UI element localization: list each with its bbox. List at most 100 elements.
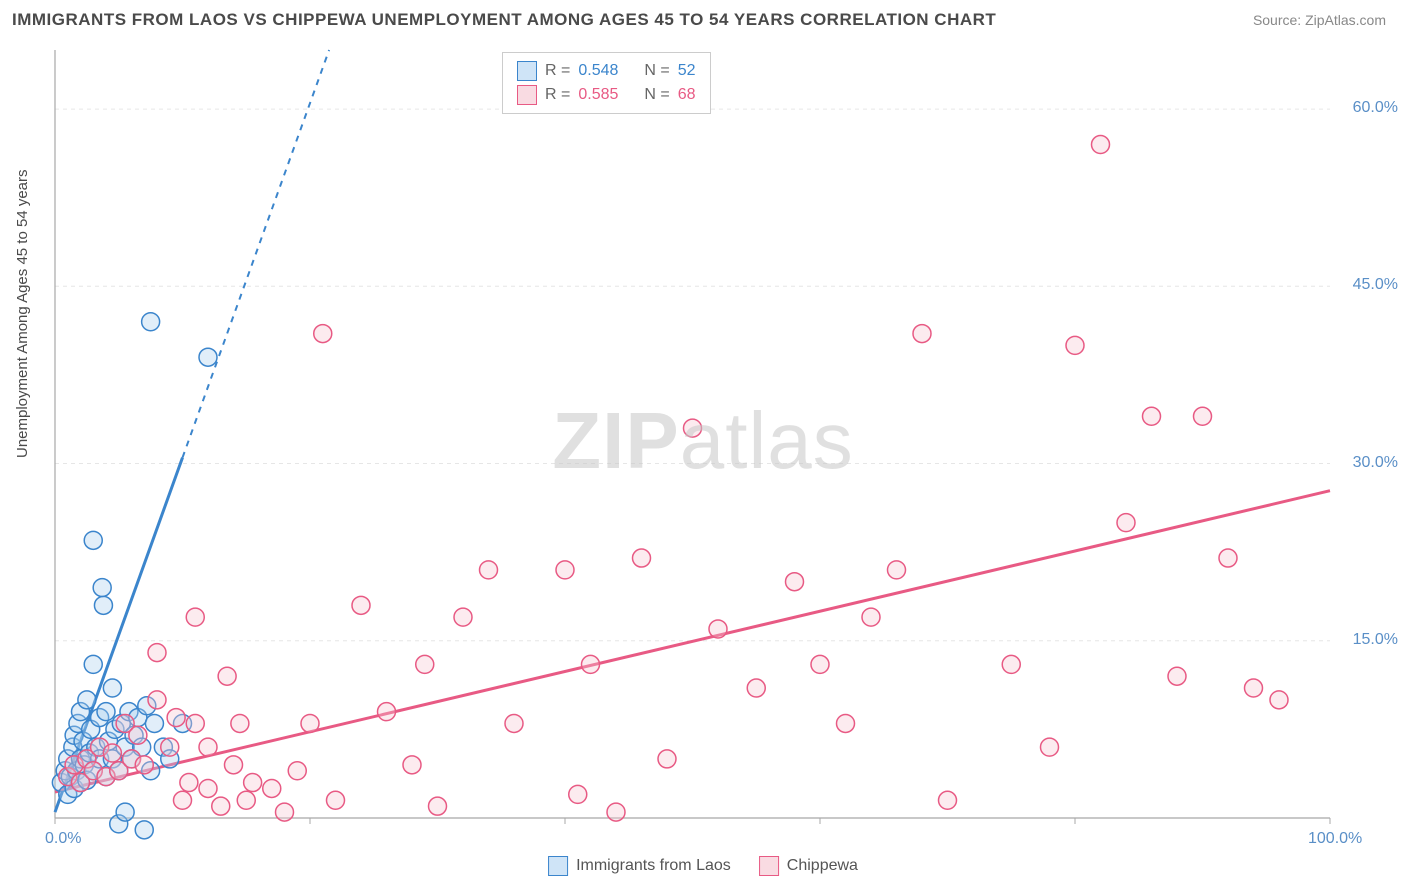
- r-value-blue: 0.548: [578, 62, 618, 80]
- data-point: [1194, 407, 1212, 425]
- swatch-pink-icon: [517, 85, 537, 105]
- data-point: [180, 774, 198, 792]
- data-point: [1270, 691, 1288, 709]
- data-point: [129, 726, 147, 744]
- data-point: [1168, 667, 1186, 685]
- data-point: [837, 714, 855, 732]
- series-legend: Immigrants from Laos Chippewa: [548, 856, 858, 876]
- n-value-blue: 52: [678, 62, 696, 80]
- data-point: [454, 608, 472, 626]
- data-point: [167, 709, 185, 727]
- data-point: [186, 608, 204, 626]
- data-point: [199, 348, 217, 366]
- data-point: [939, 791, 957, 809]
- data-point: [607, 803, 625, 821]
- data-point: [862, 608, 880, 626]
- n-label: N =: [644, 86, 669, 104]
- data-point: [1219, 549, 1237, 567]
- swatch-blue-icon: [548, 856, 568, 876]
- data-point: [811, 655, 829, 673]
- data-point: [505, 714, 523, 732]
- data-point: [199, 738, 217, 756]
- r-label: R =: [545, 86, 570, 104]
- stats-legend-row-blue: R = 0.548 N = 52: [517, 59, 696, 83]
- data-point: [747, 679, 765, 697]
- data-point: [378, 703, 396, 721]
- r-label: R =: [545, 62, 570, 80]
- legend-item-chippewa: Chippewa: [759, 856, 858, 876]
- data-point: [569, 785, 587, 803]
- data-point: [276, 803, 294, 821]
- swatch-pink-icon: [759, 856, 779, 876]
- y-tick-label: 45.0%: [1338, 276, 1398, 294]
- source-attribution: Source: ZipAtlas.com: [1253, 12, 1386, 28]
- scatter-chart: [0, 38, 1406, 878]
- data-point: [403, 756, 421, 774]
- data-point: [352, 596, 370, 614]
- stats-legend: R = 0.548 N = 52 R = 0.585 N = 68: [502, 52, 711, 114]
- data-point: [84, 655, 102, 673]
- data-point: [135, 756, 153, 774]
- data-point: [263, 779, 281, 797]
- data-point: [148, 644, 166, 662]
- data-point: [186, 714, 204, 732]
- stats-legend-row-pink: R = 0.585 N = 68: [517, 83, 696, 107]
- data-point: [142, 313, 160, 331]
- x-axis-start-label: 0.0%: [45, 830, 81, 848]
- data-point: [212, 797, 230, 815]
- data-point: [103, 679, 121, 697]
- data-point: [78, 691, 96, 709]
- data-point: [161, 738, 179, 756]
- data-point: [709, 620, 727, 638]
- data-point: [1066, 336, 1084, 354]
- data-point: [103, 744, 121, 762]
- y-tick-label: 30.0%: [1338, 454, 1398, 472]
- data-point: [1041, 738, 1059, 756]
- n-label: N =: [644, 62, 669, 80]
- data-point: [145, 714, 163, 732]
- chart-header: IMMIGRANTS FROM LAOS VS CHIPPEWA UNEMPLO…: [0, 0, 1406, 38]
- data-point: [1117, 514, 1135, 532]
- data-point: [416, 655, 434, 673]
- swatch-blue-icon: [517, 61, 537, 81]
- legend-item-laos: Immigrants from Laos: [548, 856, 731, 876]
- data-point: [786, 573, 804, 591]
- data-point: [218, 667, 236, 685]
- data-point: [556, 561, 574, 579]
- x-axis-end-label: 100.0%: [1308, 830, 1362, 848]
- data-point: [913, 325, 931, 343]
- chart-container: Unemployment Among Ages 45 to 54 years Z…: [0, 38, 1406, 878]
- data-point: [327, 791, 345, 809]
- data-point: [888, 561, 906, 579]
- data-point: [84, 531, 102, 549]
- data-point: [225, 756, 243, 774]
- data-point: [231, 714, 249, 732]
- y-tick-label: 15.0%: [1338, 631, 1398, 649]
- legend-label-chippewa: Chippewa: [787, 857, 858, 875]
- chart-title: IMMIGRANTS FROM LAOS VS CHIPPEWA UNEMPLO…: [12, 10, 996, 30]
- data-point: [1245, 679, 1263, 697]
- data-point: [480, 561, 498, 579]
- data-point: [429, 797, 447, 815]
- legend-label-laos: Immigrants from Laos: [576, 857, 731, 875]
- r-value-pink: 0.585: [578, 86, 618, 104]
- data-point: [93, 579, 111, 597]
- data-point: [237, 791, 255, 809]
- data-point: [199, 779, 217, 797]
- data-point: [94, 596, 112, 614]
- data-point: [301, 714, 319, 732]
- n-value-pink: 68: [678, 86, 696, 104]
- data-point: [633, 549, 651, 567]
- data-point: [244, 774, 262, 792]
- data-point: [658, 750, 676, 768]
- data-point: [1143, 407, 1161, 425]
- data-point: [116, 803, 134, 821]
- data-point: [174, 791, 192, 809]
- data-point: [97, 703, 115, 721]
- data-point: [148, 691, 166, 709]
- data-point: [582, 655, 600, 673]
- data-point: [1002, 655, 1020, 673]
- data-point: [135, 821, 153, 839]
- data-point: [314, 325, 332, 343]
- data-point: [1092, 136, 1110, 154]
